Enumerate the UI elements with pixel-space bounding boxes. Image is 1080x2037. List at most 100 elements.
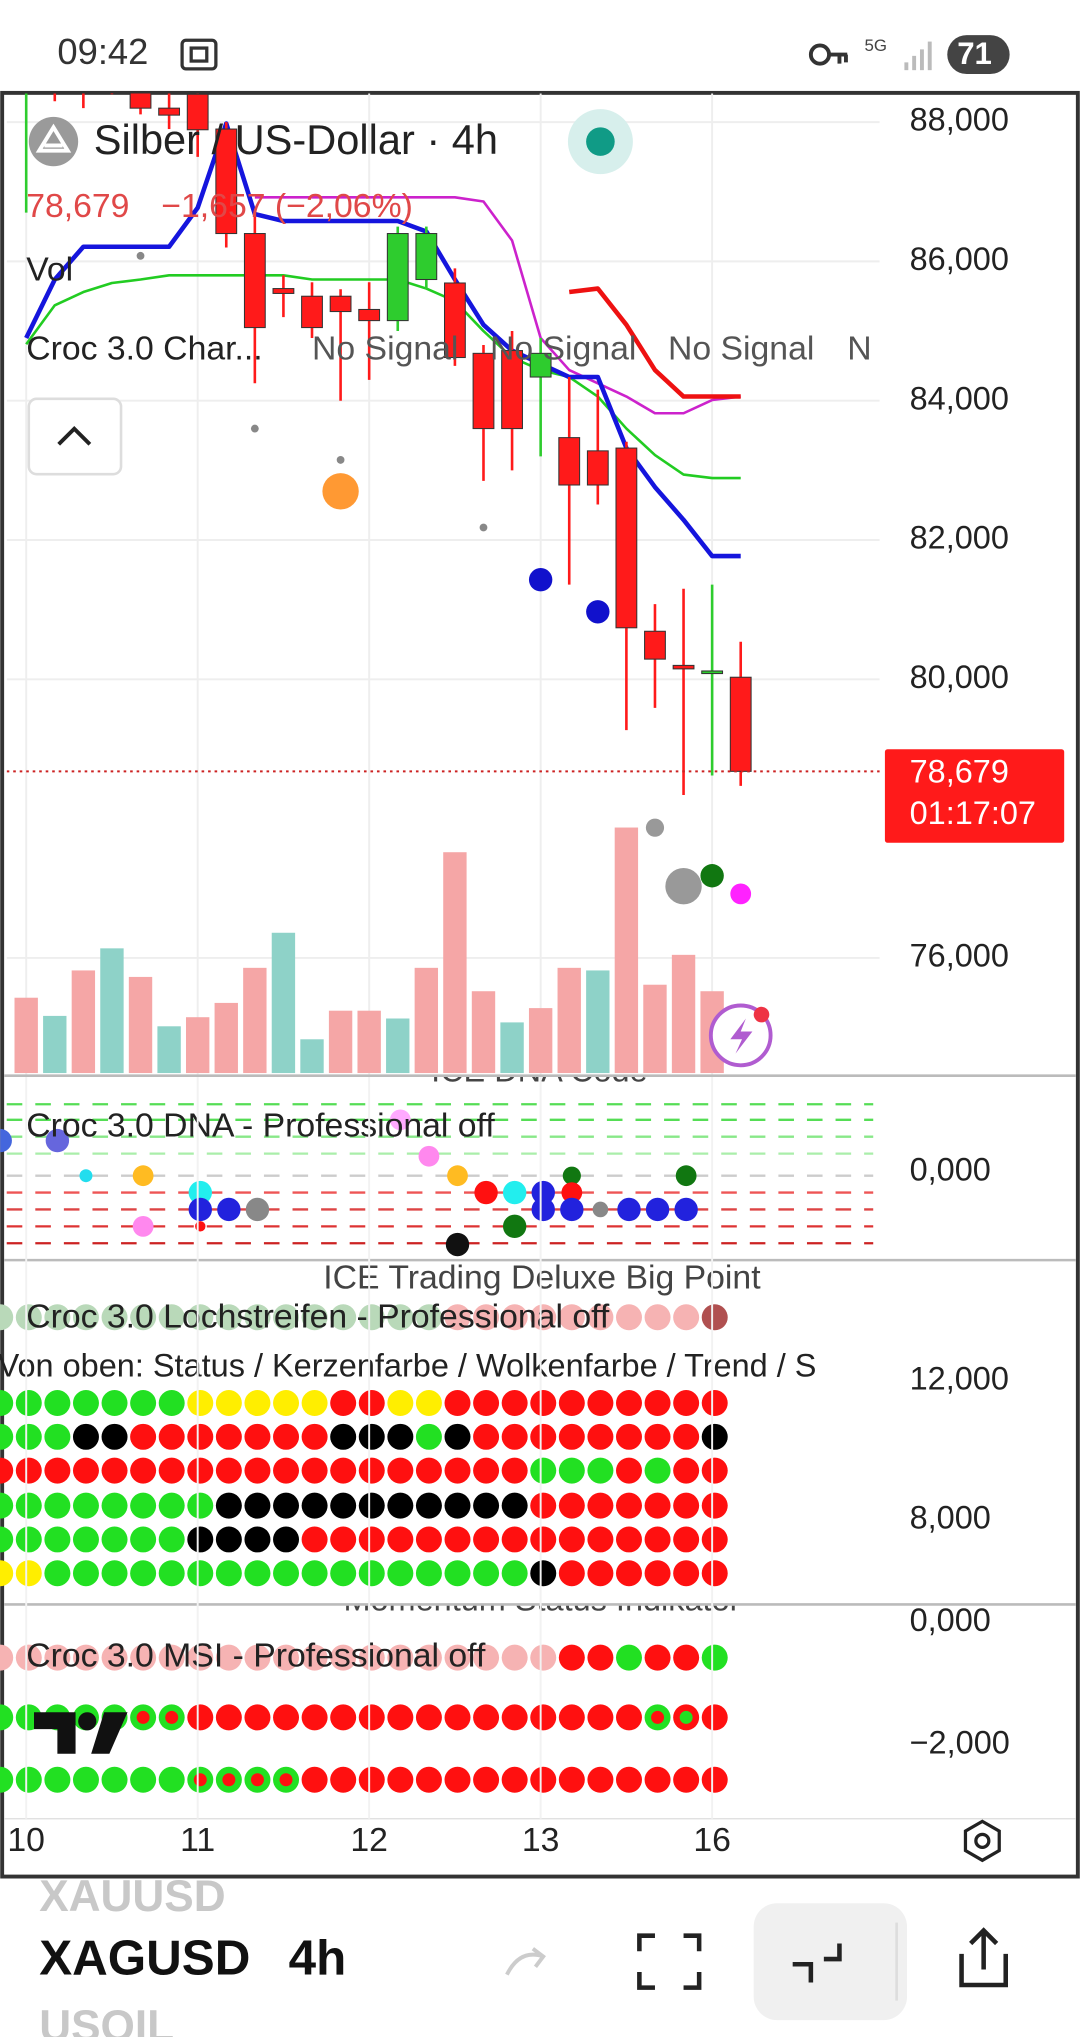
status-dot: [15, 1560, 42, 1587]
status-dot: [415, 1644, 442, 1671]
status-dot: [587, 1304, 614, 1331]
status-dot: [501, 1704, 528, 1731]
status-dot: [15, 1457, 42, 1484]
candle-body: [443, 282, 466, 359]
status-dot: [215, 1526, 242, 1553]
pane-title: Momentum Status Indikator: [343, 1581, 740, 1617]
settings-button[interactable]: [963, 1819, 1001, 1863]
collapse-legend-button[interactable]: [27, 397, 123, 476]
status-dot-center: [279, 1773, 293, 1787]
status-dot: [530, 1560, 557, 1587]
status-dot: [358, 1704, 385, 1731]
status-dot: [244, 1704, 271, 1731]
status-dot: [215, 1644, 242, 1671]
volume-bar: [357, 1010, 381, 1074]
status-dot: [0, 1492, 14, 1519]
status-dot: [215, 1304, 242, 1331]
status-dot: [530, 1492, 557, 1519]
status-dot: [701, 1560, 728, 1587]
status-dot: [301, 1492, 328, 1519]
pane-title: ICE Trading Deluxe Big Point: [323, 1259, 761, 1297]
collapse-icon: [792, 1943, 842, 1983]
candle-body: [501, 350, 523, 430]
volume-bar: [528, 1008, 553, 1074]
status-dot: [530, 1644, 557, 1671]
status-dot: [358, 1457, 385, 1484]
status-dot: [301, 1457, 328, 1484]
collapse-button[interactable]: [753, 1903, 907, 2021]
status-dot: [273, 1304, 300, 1331]
status-dot: [444, 1423, 471, 1450]
status-dot: [530, 1423, 557, 1450]
status-dot: [130, 1304, 157, 1331]
fullscreen-button[interactable]: [637, 1933, 702, 1990]
status-dot: [701, 1457, 728, 1484]
status-dot: [101, 1423, 128, 1450]
status-dot: [358, 1560, 385, 1587]
status-dot: [473, 1644, 500, 1671]
status-dot: [615, 1526, 642, 1553]
status-dot: [587, 1423, 614, 1450]
status-dot: [587, 1560, 614, 1587]
volume-bar: [671, 954, 696, 1074]
prev-symbol[interactable]: XAUUSD: [39, 1872, 225, 1921]
status-dot: [473, 1766, 500, 1793]
next-symbol[interactable]: USOIL: [39, 2002, 174, 2037]
status-dot: [15, 1390, 42, 1417]
symbol[interactable]: XAGUSD: [39, 1931, 250, 1986]
status-dot: [130, 1560, 157, 1587]
status-dot: [330, 1644, 357, 1671]
status-dot: [273, 1423, 300, 1450]
status-dot: [501, 1423, 528, 1450]
status-dot: [273, 1644, 300, 1671]
status-dot: [244, 1644, 271, 1671]
status-dot: [473, 1560, 500, 1587]
status-dot: [644, 1457, 671, 1484]
status-dot: [0, 1423, 14, 1450]
legend-change: −1,657 (−2,06%): [161, 187, 413, 225]
status-dot: [558, 1766, 585, 1793]
status-dot: [673, 1492, 700, 1519]
legend-signal: No Signal: [490, 330, 636, 368]
status-dot: [701, 1423, 728, 1450]
status-dot: [444, 1457, 471, 1484]
status-dot: [273, 1390, 300, 1417]
status-dot: [358, 1390, 385, 1417]
status-dot: [330, 1423, 357, 1450]
interval[interactable]: 4h: [289, 1931, 347, 1986]
status-dot: [615, 1390, 642, 1417]
status-dot: [15, 1304, 42, 1331]
status-dot: [444, 1390, 471, 1417]
status-dot: [701, 1644, 728, 1671]
x-tick-label: 16: [693, 1821, 731, 1859]
status-dot: [187, 1644, 214, 1671]
share-button[interactable]: [959, 1927, 1009, 1988]
signal-dot: [188, 1180, 212, 1205]
status-dot: [15, 1526, 42, 1553]
status-dot: [387, 1492, 414, 1519]
replay-button[interactable]: [708, 1003, 773, 1068]
volume-bar: [471, 991, 496, 1074]
network-label: 5G: [865, 36, 888, 55]
status-dot: [358, 1492, 385, 1519]
redo-button[interactable]: [505, 1947, 546, 1976]
candle-body: [215, 128, 238, 235]
status-dot: [615, 1423, 642, 1450]
status-dot: [501, 1304, 528, 1331]
status-dot: [15, 1492, 42, 1519]
status-dot: [358, 1423, 385, 1450]
status-dot: [330, 1492, 357, 1519]
status-dot: [473, 1704, 500, 1731]
status-dot: [330, 1304, 357, 1331]
signal-marker: [528, 568, 553, 592]
volume-bar: [128, 976, 153, 1074]
status-dot: [0, 1704, 14, 1731]
status-dot: [0, 1457, 14, 1484]
status-dot: [44, 1492, 71, 1519]
status-dot: [615, 1492, 642, 1519]
signal-dot: [560, 1197, 584, 1222]
volume-bar: [300, 1039, 324, 1074]
signal-dot: [502, 1214, 527, 1239]
status-dot: [701, 1390, 728, 1417]
status-dot-center: [165, 1710, 179, 1724]
